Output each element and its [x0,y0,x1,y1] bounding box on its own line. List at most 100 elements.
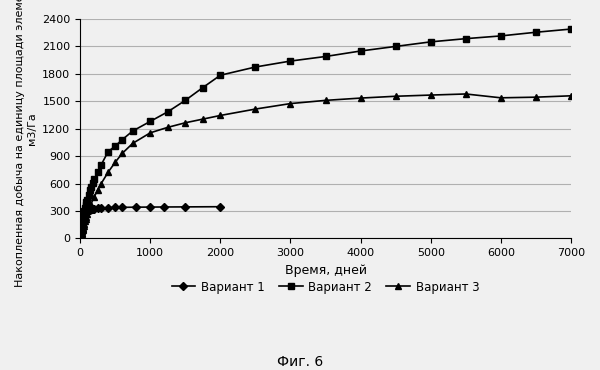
Вариант 3 [78,231,85,235]
Вариант 3 [77,234,85,239]
Вариант 1 [85,208,92,212]
Вариант 3 [427,93,434,97]
Вариант 2 [199,85,206,90]
Вариант 2 [85,193,92,197]
Вариант 1 [80,216,87,220]
Вариант 2 [79,216,86,221]
Вариант 1 [81,212,88,216]
Вариант 2 [78,225,85,230]
Вариант 3 [112,160,119,165]
Вариант 2 [252,65,259,69]
Вариант 3 [94,188,101,192]
Вариант 1 [82,211,89,216]
X-axis label: Время, дней: Время, дней [284,264,367,277]
Вариант 2 [164,110,172,114]
Вариант 2 [94,169,101,174]
Вариант 2 [217,73,224,77]
Вариант 1 [83,209,91,213]
Вариант 2 [497,34,505,38]
Вариант 3 [322,98,329,102]
Вариант 1 [217,205,224,209]
Вариант 2 [91,177,98,182]
Вариант 3 [568,94,575,98]
Вариант 1 [98,206,105,210]
Вариант 2 [80,212,87,217]
Line: Вариант 1: Вариант 1 [77,204,223,241]
Вариант 2 [119,138,126,142]
Вариант 3 [217,113,224,118]
Вариант 3 [77,236,84,240]
Вариант 3 [80,225,87,230]
Вариант 1 [80,213,88,218]
Вариант 1 [81,213,88,217]
Вариант 1 [112,205,119,210]
Вариант 1 [78,223,85,228]
Вариант 3 [91,195,98,199]
Вариант 3 [87,202,94,207]
Вариант 2 [568,27,575,31]
Вариант 2 [77,228,85,232]
Вариант 2 [146,119,154,124]
Вариант 1 [94,206,101,211]
Вариант 2 [82,206,89,210]
Вариант 3 [104,170,112,174]
Вариант 2 [357,49,364,53]
Вариант 3 [252,107,259,111]
Вариант 2 [322,54,329,59]
Вариант 1 [146,205,154,209]
Вариант 1 [89,207,97,211]
Вариант 2 [82,203,89,207]
Вариант 3 [82,217,89,221]
Вариант 3 [392,94,399,98]
Вариант 3 [98,181,105,186]
Вариант 2 [88,184,95,189]
Вариант 1 [79,219,86,223]
Вариант 1 [84,208,91,213]
Вариант 3 [462,92,469,96]
Вариант 2 [112,144,119,148]
Вариант 1 [80,215,87,219]
Вариант 2 [83,197,91,202]
Legend: Вариант 1, Вариант 2, Вариант 3: Вариант 1, Вариант 2, Вариант 3 [167,276,484,298]
Вариант 1 [91,206,98,211]
Вариант 1 [133,205,140,209]
Вариант 2 [80,214,87,219]
Вариант 1 [77,234,84,238]
Вариант 1 [104,205,112,210]
Вариант 3 [182,121,189,125]
Вариант 1 [77,236,84,240]
Вариант 1 [86,208,94,212]
Вариант 2 [287,59,294,63]
Вариант 3 [199,117,206,121]
Вариант 3 [287,101,294,106]
Вариант 2 [98,162,105,167]
Вариант 2 [129,129,136,133]
Вариант 1 [79,221,86,225]
Вариант 3 [357,96,364,100]
Вариант 1 [119,205,126,209]
Вариант 1 [88,207,95,211]
Line: Вариант 2: Вариант 2 [77,26,574,241]
Вариант 2 [86,188,94,193]
Вариант 3 [79,226,86,231]
Вариант 3 [146,131,154,135]
Вариант 3 [77,235,84,240]
Вариант 2 [79,218,86,223]
Вариант 2 [89,181,97,185]
Вариант 3 [80,224,87,229]
Вариант 3 [497,95,505,100]
Вариант 1 [79,217,86,222]
Вариант 2 [79,221,86,225]
Вариант 3 [83,214,90,219]
Вариант 2 [83,200,90,205]
Вариант 3 [79,228,86,232]
Вариант 1 [83,210,90,214]
Y-axis label: Накопленная добыча на единицу площади элемента,
м3/Га: Накопленная добыча на единицу площади эл… [15,0,37,287]
Вариант 3 [83,212,91,216]
Вариант 2 [182,98,189,102]
Вариант 3 [78,232,85,236]
Вариант 3 [129,141,136,145]
Вариант 2 [462,36,469,41]
Вариант 3 [81,222,88,226]
Вариант 1 [161,205,168,209]
